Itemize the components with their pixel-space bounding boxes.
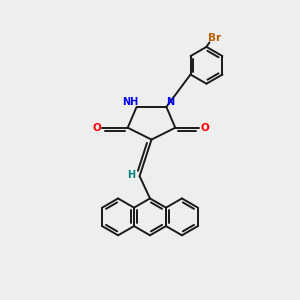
Text: O: O bbox=[92, 123, 101, 133]
Text: H: H bbox=[127, 170, 135, 180]
Text: N: N bbox=[166, 98, 174, 107]
Text: NH: NH bbox=[122, 98, 138, 107]
Text: Br: Br bbox=[208, 33, 221, 43]
Text: O: O bbox=[201, 123, 209, 133]
